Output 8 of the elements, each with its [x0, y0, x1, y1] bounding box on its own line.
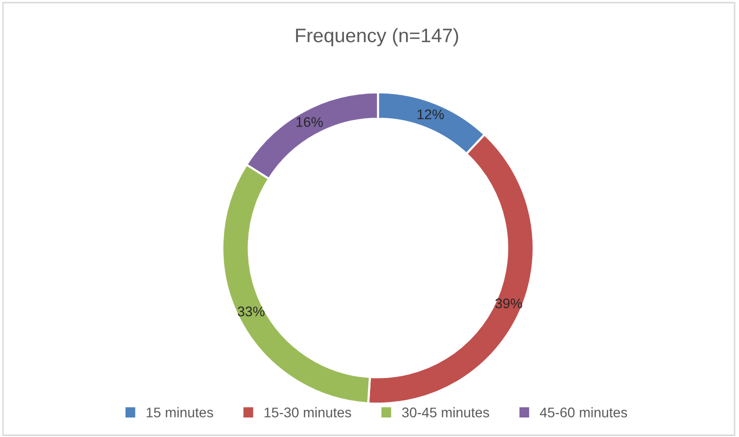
data-label: 16% — [296, 117, 323, 127]
legend-label: 45-60 minutes — [540, 407, 628, 418]
chart-title: Frequency (n=147) — [296, 28, 458, 46]
legend-label: 15 minutes — [146, 407, 214, 418]
legend-label: 15-30 minutes — [264, 407, 352, 418]
data-label: 33% — [238, 306, 264, 316]
legend-label: 30-45 minutes — [402, 407, 490, 418]
data-label: 12% — [418, 109, 444, 120]
